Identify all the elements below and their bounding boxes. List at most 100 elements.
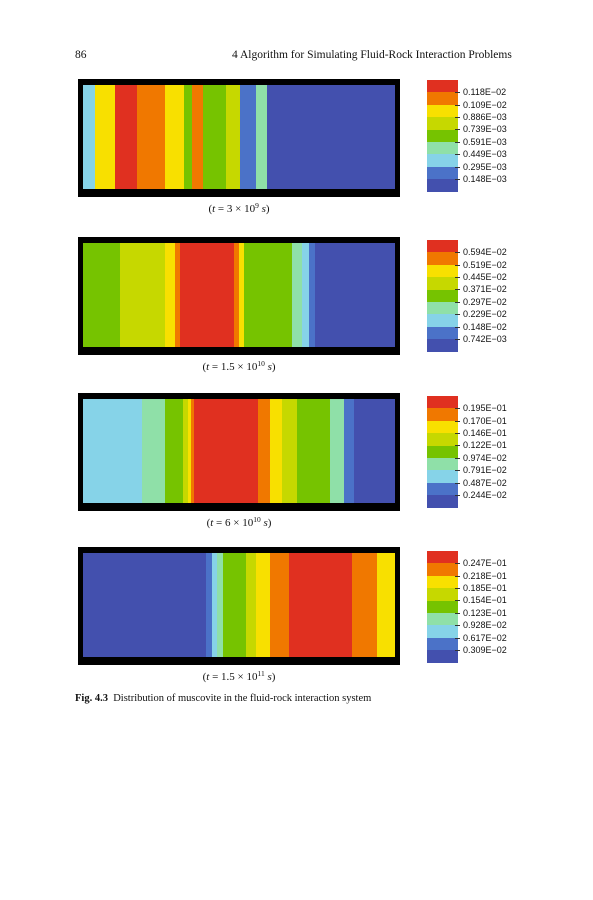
figure-label: Fig. 4.3 — [75, 693, 108, 704]
caption-variable: t — [206, 361, 210, 373]
legend-swatch — [427, 625, 458, 638]
contour-band — [315, 243, 395, 347]
legend-swatch — [427, 179, 458, 192]
contour-band — [255, 553, 271, 657]
caption-exponent: 10 — [257, 359, 265, 368]
figure-caption-text: Distribution of muscovite in the fluid-r… — [113, 693, 372, 704]
legend-color-bar — [427, 80, 458, 192]
legend-swatch — [427, 551, 458, 564]
panel-caption: (t = 3 × 109 s) — [78, 201, 400, 215]
legend-swatch — [427, 637, 458, 651]
legend-tick-label: 0.886E−03 — [455, 111, 507, 123]
contour-band — [225, 85, 241, 189]
contour-band — [329, 399, 344, 503]
legend-swatch — [427, 396, 458, 409]
muscovite-distribution-map — [83, 399, 395, 503]
contour-band — [83, 399, 143, 503]
legend-swatch — [427, 495, 458, 508]
caption-close: ) — [267, 517, 272, 529]
contour-band — [188, 399, 192, 503]
legend-tick-label: 0.218E−01 — [455, 570, 507, 582]
legend-tick-label: 0.445E−02 — [455, 271, 507, 283]
contour-band — [245, 553, 256, 657]
contour-band — [175, 243, 180, 347]
caption-unit: s — [267, 671, 272, 683]
legend-swatch — [427, 326, 458, 340]
contour-band — [270, 399, 283, 503]
contour-band — [266, 85, 395, 189]
legend-tick-label: 0.449E−03 — [455, 148, 507, 160]
legend-tick-label: 0.309E−02 — [455, 644, 507, 656]
legend-swatch — [427, 433, 458, 446]
legend-swatch — [427, 301, 458, 315]
contour-band — [164, 399, 184, 503]
contour-band — [309, 243, 315, 347]
legend-swatch — [427, 252, 458, 265]
legend-tick-label: 0.185E−01 — [455, 582, 507, 594]
panel-caption: (t = 1.5 × 1011 s) — [78, 669, 400, 683]
contour-band — [239, 243, 244, 347]
figure-caption: Fig. 4.3 Distribution of muscovite in th… — [75, 693, 371, 704]
legend-tick-label: 0.229E−02 — [455, 308, 507, 320]
legend-swatch — [427, 240, 458, 253]
caption-variable: t — [206, 671, 210, 683]
caption-value: = 3 × 10 — [215, 203, 256, 215]
figure-panel: (t = 1.5 × 1011 s) — [78, 547, 400, 683]
caption-open: ( — [206, 517, 211, 529]
caption-exponent: 11 — [257, 669, 265, 678]
legend-color-bar — [427, 551, 458, 663]
figure-panel: (t = 6 × 1010 s) — [78, 393, 400, 529]
legend-tick-label: 0.591E−03 — [455, 136, 507, 148]
legend-tick-label: 0.170E−01 — [455, 415, 507, 427]
legend-tick-label: 0.974E−02 — [455, 452, 507, 464]
legend-swatch — [427, 588, 458, 601]
contour-band — [354, 399, 395, 503]
page-number: 86 — [75, 49, 87, 61]
legend-tick-label: 0.791E−02 — [455, 464, 507, 476]
legend-swatch — [427, 339, 458, 352]
contour-band — [94, 85, 101, 189]
legend-color-bar — [427, 240, 458, 352]
caption-unit: s — [263, 517, 268, 529]
muscovite-distribution-map — [83, 553, 395, 657]
caption-exponent: 10 — [253, 515, 261, 524]
legend-tick-label: 0.295E−03 — [455, 161, 507, 173]
contour-band — [136, 85, 165, 189]
legend-swatch — [427, 80, 458, 93]
legend-swatch — [427, 166, 458, 180]
caption-close: ) — [271, 671, 276, 683]
figure-panel: (t = 3 × 109 s) — [78, 79, 400, 215]
contour-band — [217, 553, 224, 657]
contour-band — [115, 85, 137, 189]
caption-value: = 6 × 10 — [213, 517, 254, 529]
contour-band — [100, 85, 116, 189]
legend-swatch — [427, 104, 458, 118]
contour-band — [257, 399, 271, 503]
legend-tick-label: 0.148E−02 — [455, 321, 507, 333]
contour-band — [192, 85, 203, 189]
legend-swatch — [427, 600, 458, 613]
contour-band — [202, 85, 226, 189]
legend-swatch — [427, 264, 458, 278]
legend-swatch — [427, 92, 458, 105]
muscovite-distribution-map — [83, 243, 395, 347]
contour-band — [184, 243, 234, 347]
contour-band — [302, 243, 309, 347]
legend-tick-label: 0.617E−02 — [455, 632, 507, 644]
legend-tick-label: 0.371E−02 — [455, 283, 507, 295]
legend-tick-label: 0.123E−01 — [455, 607, 507, 619]
legend-swatch — [427, 575, 458, 589]
caption-exponent: 9 — [255, 201, 259, 210]
contour-band — [83, 553, 206, 657]
legend-tick-label: 0.154E−01 — [455, 594, 507, 606]
caption-value: = 1.5 × 10 — [209, 361, 258, 373]
legend-tick-label: 0.118E−02 — [454, 86, 506, 98]
legend-swatch — [427, 289, 458, 302]
legend-tick-label: 0.122E−01 — [455, 439, 507, 451]
contour-band — [244, 243, 292, 347]
contour-band — [234, 243, 239, 347]
legend-swatch — [427, 482, 458, 496]
contour-band — [223, 553, 246, 657]
contour-band — [352, 553, 377, 657]
contour-map-frame — [78, 79, 400, 197]
